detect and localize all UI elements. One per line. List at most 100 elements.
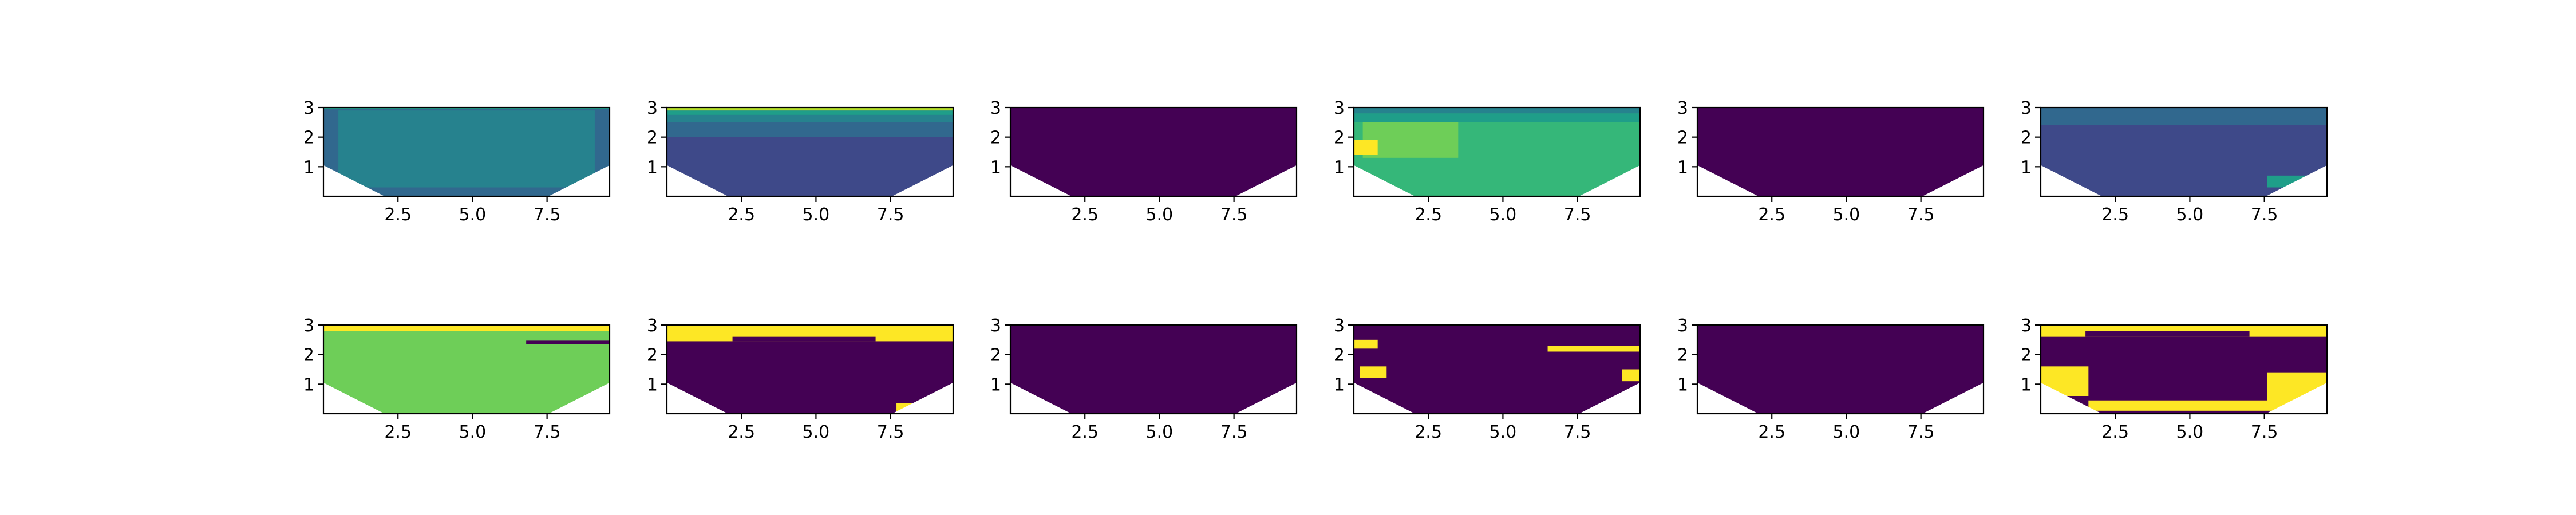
contour-band-1 [323,325,610,414]
contour-band-2 [338,110,595,188]
y-tick-label: 1 [990,157,1001,177]
x-tick-label: 7.5 [2251,422,2278,442]
y-tick-label: 2 [1334,346,1345,366]
contour-band-2 [1362,122,1459,158]
mask-left-corner [1354,165,1415,196]
subplot-3: 2.5 5.0 7.5 1 2 3 [990,98,1298,225]
subplot-10: 2.5 5.0 7.5 1 2 3 [1334,316,1641,442]
x-tick-label: 5.0 [2176,422,2204,442]
x-tick-label: 7.5 [1220,422,1248,442]
contour-band-3 [1354,113,1640,122]
contour-band-1 [1010,108,1297,196]
contour-band-4 [667,110,953,115]
y-tick-label: 1 [647,375,658,395]
contour-band-1 [1697,108,1984,196]
y-tick-label: 1 [2021,157,2032,177]
y-tick-label: 1 [1677,157,1688,177]
x-tick-label: 5.0 [803,205,830,225]
mask-left-corner [1354,382,1415,414]
y-tick-label: 1 [303,375,314,395]
mask-right-corner [1235,382,1297,414]
x-tick-label: 2.5 [2101,422,2129,442]
y-tick-label: 3 [990,98,1001,118]
y-tick-label: 1 [990,375,1001,395]
x-tick-label: 7.5 [534,205,561,225]
y-tick-label: 2 [647,128,658,148]
y-tick-label: 1 [303,157,314,177]
contour-band-1 [1010,325,1297,414]
mask-left-corner [1010,382,1072,414]
x-tick-label: 7.5 [1564,205,1591,225]
y-tick-label: 2 [303,346,314,366]
subplot-grid: 2.5 5.0 7.5 1 2 3 2.5 5.0 7.5 1 2 3 2.5 5.0 7.5 1 2 3 2.5 5… [303,98,2328,442]
x-tick-label: 5.0 [2176,205,2204,225]
mask-right-corner [892,165,953,196]
axes-frame [1696,106,1985,197]
mask-right-corner [2266,165,2327,196]
y-tick-label: 2 [303,128,314,148]
x-tick-label: 5.0 [1490,422,1517,442]
mask-left-corner [1697,165,1759,196]
axes-frame [2040,324,2328,415]
x-tick-label: 2.5 [1415,205,1442,225]
axes-frame [1353,324,1641,415]
y-tick-label: 1 [1677,375,1688,395]
contour-field [323,108,610,196]
x-tick-label: 7.5 [1907,205,1935,225]
contour-field [667,325,953,414]
y-tick-label: 3 [647,98,658,118]
mask-right-corner [1235,165,1297,196]
x-tick-label: 7.5 [1907,422,1935,442]
contour-band-3 [526,340,610,344]
x-tick-label: 5.0 [1146,205,1174,225]
axes-frame [666,106,954,197]
x-tick-label: 7.5 [1564,422,1591,442]
subplot-6: 2.5 5.0 7.5 1 2 3 [2021,98,2328,225]
contour-field [2041,325,2327,414]
contour-field [667,108,953,196]
contour-band-5 [2088,400,2267,411]
x-tick-label: 5.0 [1833,422,1860,442]
y-tick-label: 1 [2021,375,2032,395]
x-tick-label: 5.0 [459,422,487,442]
y-tick-label: 2 [1334,128,1345,148]
mask-left-corner [2041,165,2102,196]
contour-band-2 [667,122,953,137]
contour-band-5 [1354,140,1378,155]
y-tick-label: 3 [990,316,1001,336]
x-tick-label: 7.5 [877,205,904,225]
contour-field [2041,108,2327,196]
subplot-11: 2.5 5.0 7.5 1 2 3 [1677,316,1985,442]
mask-left-corner [1010,165,1072,196]
mask-left-corner [2041,382,2102,414]
x-tick-label: 5.0 [1490,205,1517,225]
subplot-2: 2.5 5.0 7.5 1 2 3 [647,98,954,225]
y-tick-label: 1 [1334,375,1345,395]
x-tick-label: 5.0 [803,422,830,442]
contour-band-5 [1622,369,1640,382]
axes-frame [1009,324,1298,415]
axes-frame [2040,106,2328,197]
contour-band-4 [1547,346,1640,352]
subplot-5: 2.5 5.0 7.5 1 2 3 [1677,98,1985,225]
mask-right-corner [2266,382,2327,414]
x-tick-label: 2.5 [1758,422,1785,442]
y-tick-label: 2 [990,346,1001,366]
y-tick-label: 2 [990,128,1001,148]
x-tick-label: 2.5 [1758,205,1785,225]
y-tick-label: 3 [303,98,314,118]
contour-field [323,325,610,414]
contour-field [1010,325,1297,414]
axes-frame [1696,324,1985,415]
mask-left-corner [323,165,385,196]
contour-band-1 [1697,325,1984,414]
mask-left-corner [323,382,385,414]
subplot-7: 2.5 5.0 7.5 1 2 3 [303,316,611,442]
y-tick-label: 3 [1334,98,1345,118]
subplot-8: 2.5 5.0 7.5 1 2 3 [647,316,954,442]
contour-field [1354,325,1640,414]
y-tick-label: 2 [2021,128,2032,148]
subplot-9: 2.5 5.0 7.5 1 2 3 [990,316,1298,442]
mask-right-corner [548,382,610,414]
